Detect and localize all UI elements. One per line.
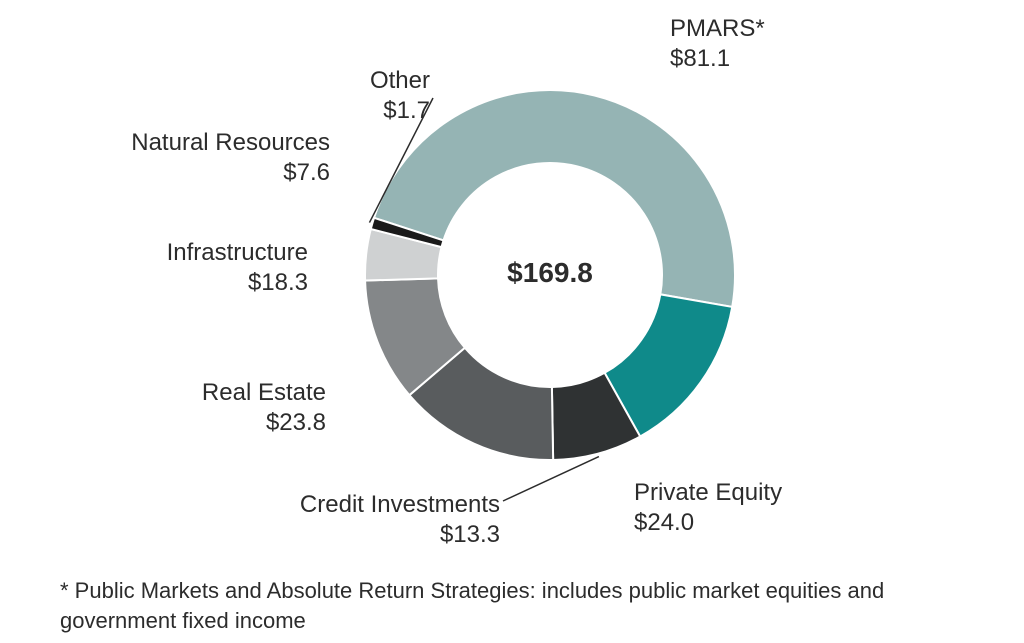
- slice-label-name: Real Estate: [202, 378, 326, 408]
- slice-label: Private Equity$24.0: [634, 478, 782, 538]
- slice-label-value: $81.1: [670, 44, 765, 74]
- slice-label-name: Other: [370, 66, 430, 96]
- slice-label-name: PMARS*: [670, 14, 765, 44]
- slice-label-name: Infrastructure: [167, 238, 308, 268]
- slice-label: Real Estate$23.8: [202, 378, 326, 438]
- slice-label: Infrastructure$18.3: [167, 238, 308, 298]
- leader-line: [503, 457, 599, 501]
- donut-svg: [0, 0, 1024, 643]
- slice-label-name: Credit Investments: [300, 490, 500, 520]
- slice-label: Credit Investments$13.3: [300, 490, 500, 550]
- chart-footnote: * Public Markets and Absolute Return Str…: [60, 576, 980, 635]
- slice-label-value: $24.0: [634, 508, 782, 538]
- center-total-label: $169.8: [495, 257, 605, 289]
- slice-label-value: $7.6: [131, 158, 330, 188]
- donut-chart: $169.8 PMARS*$81.1 Private Equity$24.0 Cre…: [0, 0, 1024, 643]
- slice-label: Natural Resources$7.6: [131, 128, 330, 188]
- slice-label: PMARS*$81.1: [670, 14, 765, 74]
- slice-label-name: Private Equity: [634, 478, 782, 508]
- slice-label-value: $1.7: [370, 96, 430, 126]
- slice-label-name: Natural Resources: [131, 128, 330, 158]
- slice-label: Other$1.7: [370, 66, 430, 126]
- slice-label-value: $23.8: [202, 408, 326, 438]
- slice-label-value: $13.3: [300, 520, 500, 550]
- slice-label-value: $18.3: [167, 268, 308, 298]
